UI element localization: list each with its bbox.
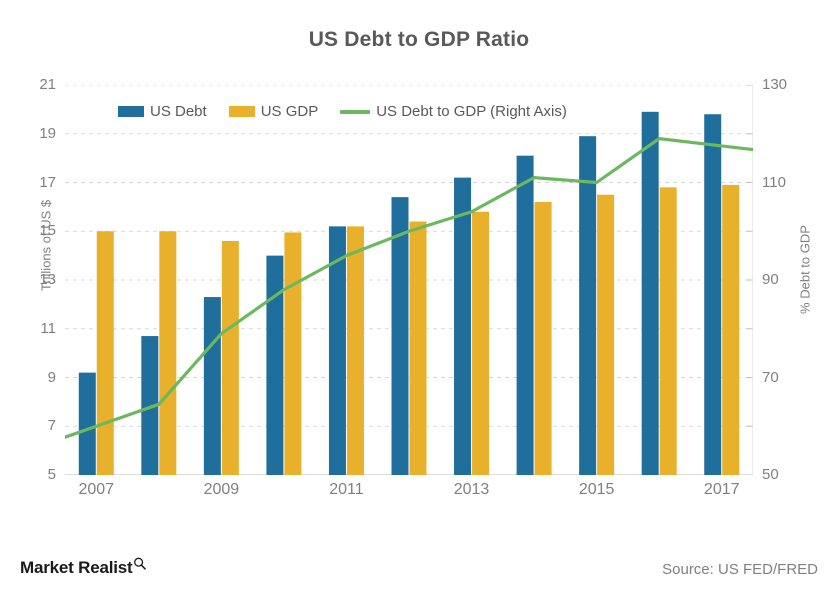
chart-legend: US Debt US GDP US Debt to GDP (Right Axis) — [118, 103, 567, 120]
chart-footer: Market Realist Source: US FED/FRED — [0, 552, 838, 592]
legend-label: US Debt — [150, 103, 207, 120]
bar-us-debt-2012 — [391, 197, 409, 475]
legend-item-us-debt[interactable]: US Debt — [118, 103, 207, 120]
left-axis-tick-13: 13 — [39, 271, 56, 288]
bar-us-debt-2015 — [579, 136, 597, 475]
line-debt-to-gdp — [65, 137, 753, 439]
bar-us-gdp-2015 — [597, 194, 615, 475]
right-axis-tick-70: 70 — [762, 368, 779, 386]
bar-us-debt-2007 — [78, 372, 96, 475]
legend-swatch-bar — [118, 106, 144, 117]
bar-us-gdp-2014 — [534, 202, 552, 475]
right-axis-tick-50: 50 — [762, 466, 779, 483]
plot-area — [65, 85, 753, 475]
left-axis-tick-7: 7 — [47, 417, 56, 435]
bar-us-debt-2013 — [454, 177, 472, 475]
brand-name: Market Realist — [20, 558, 133, 577]
x-axis-tick-2011: 2011 — [329, 481, 364, 498]
bar-us-gdp-2011 — [346, 226, 364, 475]
left-axis-tick-19: 19 — [39, 124, 56, 142]
legend-swatch-line — [340, 109, 371, 114]
chart-title: US Debt to GDP Ratio — [308, 28, 530, 51]
bar-us-debt-2009 — [203, 297, 221, 475]
x-axis-tick-2017: 2017 — [703, 481, 740, 498]
bar-us-gdp-2017 — [722, 184, 740, 475]
bar-us-gdp-2008 — [159, 231, 177, 475]
bar-us-gdp-2010 — [284, 232, 302, 475]
x-axis-tick-2013: 2013 — [453, 481, 490, 498]
bar-us-debt-2014 — [516, 155, 534, 475]
right-axis-tick-130: 130 — [762, 76, 788, 93]
x-axis-tick-2007: 2007 — [78, 481, 115, 498]
bar-us-gdp-2007 — [96, 231, 114, 475]
legend-label: US GDP — [260, 103, 319, 120]
magnifier-icon — [133, 557, 147, 570]
bar-us-gdp-2016 — [659, 187, 677, 475]
bar-us-debt-2017 — [704, 114, 722, 475]
legend-label: US Debt to GDP (Right Axis) — [376, 103, 567, 120]
x-axis-tick-2009: 2009 — [203, 481, 240, 498]
bar-us-debt-2010 — [266, 255, 284, 475]
legend-item-us-debt-to-gdp-right-axis[interactable]: US Debt to GDP (Right Axis) — [340, 103, 567, 120]
legend-item-us-gdp[interactable]: US GDP — [228, 103, 319, 120]
x-axis-tick-2015: 2015 — [578, 481, 615, 498]
legend-swatch-bar — [228, 106, 255, 117]
left-axis-tick-17: 17 — [39, 173, 56, 191]
bar-us-gdp-2013 — [472, 211, 490, 475]
right-axis-tick-90: 90 — [762, 271, 779, 288]
left-axis-tick-15: 15 — [39, 222, 56, 240]
bar-us-gdp-2009 — [221, 241, 239, 475]
left-axis-tick-21: 21 — [39, 76, 56, 93]
brand-logo: Market Realist — [20, 557, 147, 578]
bar-us-gdp-2012 — [409, 221, 427, 475]
source-note: Source: US FED/FRED — [662, 561, 818, 578]
left-axis-tick-labels: 5 7 9 11 13 15 17 19 21 — [20, 77, 56, 482]
left-axis-tick-9: 9 — [47, 368, 56, 386]
bar-series-layer — [78, 111, 740, 475]
right-axis-tick-110: 110 — [762, 173, 786, 191]
left-axis-tick-5: 5 — [47, 466, 56, 483]
right-axis-tick-labels: 50 70 90 110 130 — [762, 77, 802, 482]
bar-us-debt-2011 — [328, 226, 346, 475]
x-axis-tick-labels: 2007 2009 2011 2013 2015 2017 — [65, 481, 753, 509]
line-series-layer — [65, 137, 753, 439]
bar-us-debt-2016 — [641, 111, 659, 475]
left-axis-tick-11: 11 — [40, 319, 56, 337]
bar-us-debt-2008 — [141, 336, 159, 475]
